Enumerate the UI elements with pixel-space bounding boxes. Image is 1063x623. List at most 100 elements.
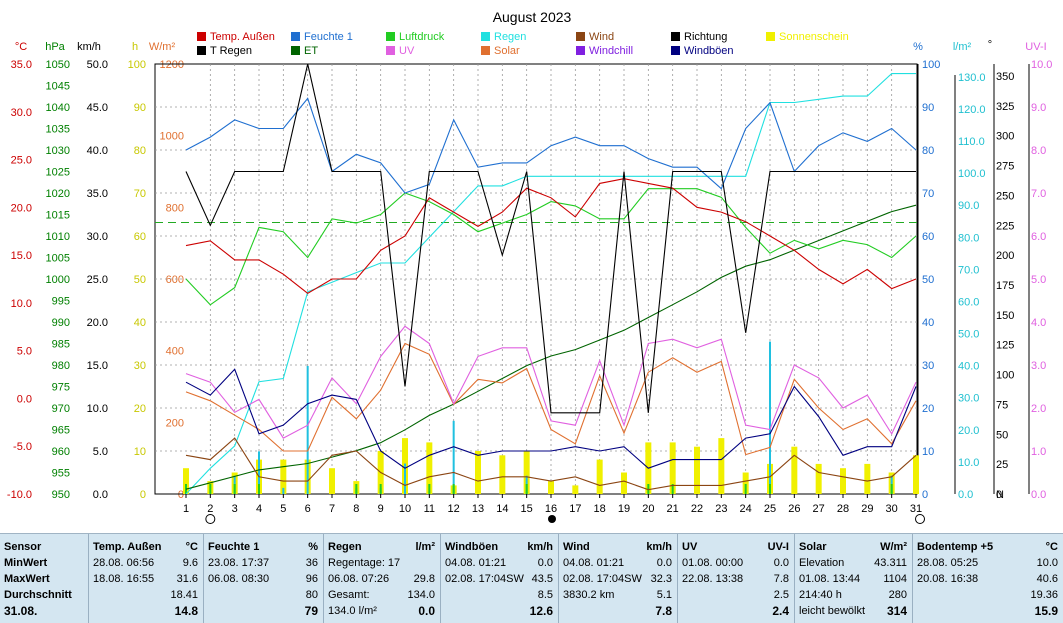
legend-swatch xyxy=(766,32,775,41)
axis-tick-label: 15.0 xyxy=(87,360,108,372)
stats-current-value: 314 xyxy=(886,604,907,618)
legend-swatch xyxy=(671,46,680,55)
axis-tick-label: 300 xyxy=(996,131,1014,143)
series-lines xyxy=(185,63,917,495)
axis-tick-label: 1010 xyxy=(46,231,70,243)
rain-bar xyxy=(769,341,771,494)
axis-tick-label: 1005 xyxy=(46,253,70,265)
axis-tick-label: 25.0 xyxy=(87,274,108,286)
stats-value: 1104 xyxy=(883,573,907,585)
legend-label: Windböen xyxy=(684,45,734,57)
et-bar xyxy=(769,484,771,494)
x-tick-label: 29 xyxy=(861,503,873,515)
legend-swatch xyxy=(291,46,300,55)
axis-tick-label: 90 xyxy=(922,102,934,114)
stats-label: 23.08. 17:37 xyxy=(208,557,270,569)
stats-unit: W/m² xyxy=(880,541,907,553)
legend-swatch xyxy=(481,46,490,55)
series-line xyxy=(185,178,917,294)
axis-tick-label: 800 xyxy=(166,202,184,214)
stats-current-value: 12.6 xyxy=(529,604,553,618)
axis-tick-label: 225 xyxy=(996,220,1014,232)
stats-value: 31.6 xyxy=(176,573,198,585)
stats-unit: °C xyxy=(1045,541,1058,553)
stats-value: 280 xyxy=(888,589,907,601)
x-tick-label: 24 xyxy=(740,503,752,515)
stats-label: 28.08. 05:25 xyxy=(917,557,979,569)
series-line xyxy=(185,325,917,439)
x-tick-label: 30 xyxy=(886,503,898,515)
weather-chart: August 2023 Temp. Außen T Regen Feuchte 1 E… xyxy=(6,9,1053,524)
stats-value: 19.36 xyxy=(1030,589,1058,601)
stats-column: Feuchte 1% 23.08. 17:37 36 06.08. 08:30 96 80… xyxy=(203,534,324,623)
stats-value: 8.5 xyxy=(537,589,553,601)
et-bar xyxy=(890,484,893,494)
axis-tick-label: 150 xyxy=(996,310,1014,322)
stats-label: 02.08. 17:04SW xyxy=(445,573,524,585)
legend-swatch xyxy=(671,32,680,41)
axis-tick-label: 60 xyxy=(922,231,934,243)
axis-tick-label: 1045 xyxy=(46,81,70,93)
legend-label: T Regen xyxy=(210,45,252,57)
stats-value: 40.6 xyxy=(1036,573,1058,585)
stats-current-value: 14.8 xyxy=(174,604,198,618)
stats-label: 01.08. 13:44 xyxy=(799,573,861,585)
stats-value: 0.0 xyxy=(537,557,553,569)
sunshine-bar xyxy=(183,468,189,494)
axis-tick-label: 980 xyxy=(52,360,70,372)
axis-tick-label: 950 xyxy=(52,489,70,501)
stats-current-value: 15.9 xyxy=(1034,604,1058,618)
stats-current-value: 0.0 xyxy=(418,604,435,618)
axis-tick-label: 10.0 xyxy=(1031,59,1052,71)
legend-swatch xyxy=(576,32,585,41)
sunshine-bar xyxy=(791,446,798,494)
stats-row-label: MaxWert xyxy=(4,573,50,585)
axis-tick-label: 1015 xyxy=(46,210,70,222)
stats-value: 0.0 xyxy=(656,557,672,569)
stats-label: 06.08. 07:26 xyxy=(328,573,390,585)
axis-tick-label: 10 xyxy=(922,446,934,458)
series-line xyxy=(185,73,916,495)
legend-label: Windchill xyxy=(589,45,633,57)
axis-tick-label: 10.0 xyxy=(958,457,979,469)
stats-foot-label: leicht bewölkt xyxy=(799,605,866,617)
axis-tick-label: 100 xyxy=(922,59,940,71)
stats-column: Regen l/m² Regentage: 17 06.08. 07:26 29.8 Ge… xyxy=(323,534,441,623)
axis-tick-label: 50.0 xyxy=(87,59,108,71)
axis-tick-label: 110.0 xyxy=(958,136,985,148)
axis-tick-label: 3.0 xyxy=(1031,360,1046,372)
axis-tick-label: 1000 xyxy=(46,274,70,286)
axis-tick-label: 275 xyxy=(996,161,1014,173)
axis-tick-label: 25 xyxy=(996,459,1008,471)
legend-swatch xyxy=(386,32,395,41)
et-bar xyxy=(671,484,674,494)
axis-tick-label: 1000 xyxy=(160,131,184,143)
axis-tick-label: 50.0 xyxy=(958,329,979,341)
axis-tick-label: 30 xyxy=(922,360,934,372)
axis-tick-label: 5.0 xyxy=(1031,274,1046,286)
axis-tick-label: 100 xyxy=(128,59,146,71)
axis-tick-label: 75 xyxy=(996,399,1008,411)
axis-tick-label: 1040 xyxy=(46,102,70,114)
series-line xyxy=(185,368,917,469)
rain-bar xyxy=(452,420,455,494)
axis-tick-label: 90.0 xyxy=(958,200,979,212)
sunshine-bar xyxy=(718,438,725,494)
stats-value: 36 xyxy=(305,557,318,569)
x-tick-label: 3 xyxy=(232,503,238,515)
axis-tick-label: 35.0 xyxy=(11,59,32,71)
axis-tick-label: 20.0 xyxy=(11,202,32,214)
stats-unit: km/h xyxy=(527,541,553,553)
stats-label: 01.08. 00:00 xyxy=(682,557,744,569)
axis-tick-label: 30.0 xyxy=(87,231,108,243)
axis-tick-label: 5.0 xyxy=(93,446,108,458)
sunshine-bar xyxy=(523,451,530,494)
x-tick-label: 5 xyxy=(280,503,286,515)
stats-value: 2.5 xyxy=(773,589,789,601)
axis-tick-label: 350 xyxy=(996,71,1014,83)
axis-tick-label: 60.0 xyxy=(958,296,979,308)
sunshine-bar xyxy=(840,468,846,494)
x-tick-label: 21 xyxy=(667,503,679,515)
x-tick-label: 18 xyxy=(594,503,606,515)
x-tick-label: 14 xyxy=(496,503,508,515)
